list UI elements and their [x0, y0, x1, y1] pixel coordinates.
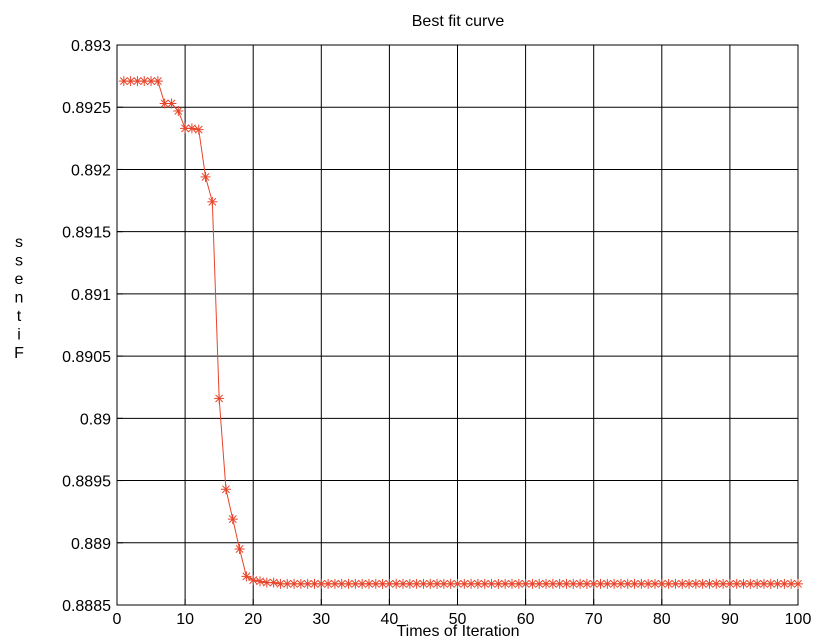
- data-point: [779, 578, 790, 589]
- y-tick-label: 0.892: [71, 162, 111, 179]
- data-point: [255, 576, 266, 587]
- data-point: [561, 578, 572, 589]
- data-point: [425, 578, 436, 589]
- y-axis-label-char: s: [15, 234, 23, 251]
- data-point: [186, 123, 197, 134]
- x-tick-label: 30: [312, 611, 330, 628]
- x-tick-label: 90: [721, 611, 739, 628]
- chart-title: Best fit curve: [412, 13, 505, 30]
- data-point: [643, 578, 654, 589]
- data-point: [207, 196, 218, 207]
- data-point: [200, 171, 211, 182]
- y-tick-label: 0.8915: [62, 225, 111, 242]
- data-point: [261, 577, 272, 588]
- x-tick-label: 20: [244, 611, 262, 628]
- data-point: [506, 578, 517, 589]
- data-point: [248, 575, 259, 586]
- x-tick-label: 40: [381, 611, 399, 628]
- y-axis-label-char: n: [15, 290, 24, 307]
- data-point: [289, 578, 300, 589]
- data-point: [125, 76, 136, 87]
- x-tick-label: 100: [785, 611, 812, 628]
- x-tick-label: 80: [653, 611, 671, 628]
- data-point: [793, 578, 803, 589]
- data-point: [772, 578, 783, 589]
- data-point: [336, 578, 347, 589]
- data-point: [173, 105, 184, 116]
- data-point: [214, 393, 225, 404]
- y-axis-label-char: i: [17, 327, 21, 344]
- data-point: [731, 578, 742, 589]
- y-tick-label: 0.8925: [62, 100, 111, 117]
- data-point: [588, 578, 599, 589]
- y-axis-label-char: s: [15, 253, 23, 270]
- data-point: [220, 484, 231, 495]
- x-tick-label: 10: [176, 611, 194, 628]
- data-point: [554, 578, 565, 589]
- y-axis-label-char: t: [17, 308, 22, 325]
- data-point: [377, 578, 388, 589]
- y-axis: 0.8885 0.889 0.8895 0.89 0.8905 0.891 0.8915 0.…: [62, 38, 123, 615]
- y-tick-label: 0.891: [71, 287, 111, 304]
- data-point: [384, 578, 395, 589]
- y-tick-label: 0.8905: [62, 349, 111, 366]
- data-point: [193, 124, 204, 135]
- y-tick-label: 0.89: [80, 411, 111, 428]
- data-point: [432, 578, 443, 589]
- data-point: [234, 544, 245, 554]
- y-tick-label: 0.893: [71, 38, 111, 55]
- data-point: [479, 578, 490, 589]
- x-tick-label: 60: [517, 611, 535, 628]
- data-point: [241, 571, 252, 582]
- data-point: [370, 578, 381, 589]
- x-axis: 0 10 20 30 40 50 60 70 80 90 100: [113, 599, 812, 628]
- y-tick-label: 0.889: [71, 536, 111, 553]
- y-axis-label-char: F: [14, 345, 24, 362]
- y-tick-label: 0.8885: [62, 598, 111, 615]
- x-tick-label: 70: [585, 611, 603, 628]
- series-group: [118, 76, 803, 589]
- grid: [117, 45, 798, 605]
- data-point: [786, 578, 797, 589]
- data-point: [166, 98, 177, 109]
- x-tick-label: 0: [113, 611, 122, 628]
- data-point: [684, 578, 695, 589]
- data-point: [268, 577, 279, 588]
- x-axis-label: Times of Iteration: [396, 623, 519, 640]
- y-axis-label-char: e: [15, 271, 24, 288]
- data-point: [704, 578, 715, 589]
- data-point: [363, 578, 374, 589]
- data-point: [500, 578, 511, 589]
- data-point: [227, 514, 238, 525]
- data-point: [622, 578, 633, 589]
- y-tick-label: 0.8895: [62, 474, 111, 491]
- data-point: [398, 578, 409, 589]
- data-point: [391, 578, 402, 589]
- data-point: [309, 578, 320, 589]
- data-point: [302, 578, 313, 589]
- data-point: [152, 76, 163, 87]
- data-point: [438, 578, 449, 589]
- x-tick-label: 50: [449, 611, 467, 628]
